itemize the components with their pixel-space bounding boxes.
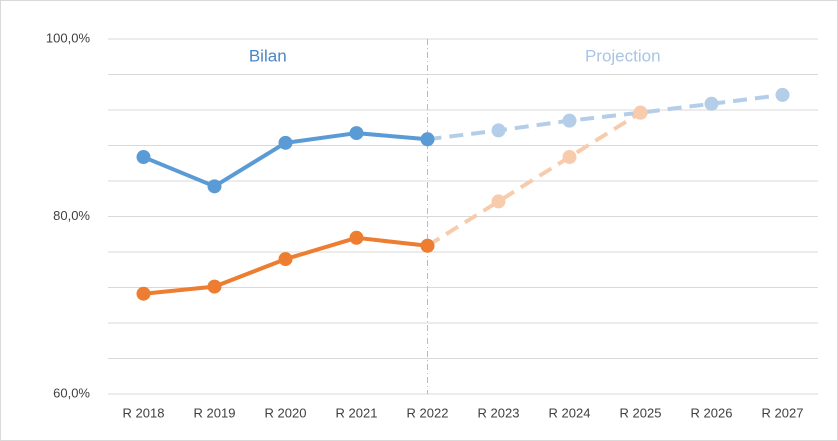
point (420, 132, 435, 147)
y-tick-label: 80,0% (53, 208, 90, 223)
x-tick-label: R 2022 (407, 405, 449, 420)
point (278, 135, 293, 150)
point (491, 194, 506, 209)
x-tick-label: R 2018 (123, 405, 165, 420)
point (420, 238, 435, 253)
point (207, 179, 222, 194)
series-line (427, 92, 783, 142)
x-tick-label: R 2027 (762, 405, 804, 420)
point (207, 279, 222, 294)
x-tick-label: R 2021 (336, 405, 378, 420)
point (349, 126, 364, 141)
x-tick-label: R 2025 (620, 405, 662, 420)
point (278, 252, 293, 267)
point (349, 230, 364, 245)
point (562, 113, 577, 128)
x-tick-label: R 2024 (549, 405, 591, 420)
x-tick-label: R 2026 (691, 405, 733, 420)
x-tick-label: R 2019 (194, 405, 236, 420)
x-tick-label: R 2023 (478, 405, 520, 420)
point (704, 96, 719, 111)
point (562, 150, 577, 165)
point (136, 286, 151, 301)
series-line (426, 110, 642, 248)
y-tick-label: 100,0% (46, 30, 91, 45)
point (775, 87, 790, 102)
annotation: Bilan (249, 46, 287, 65)
point (491, 123, 506, 138)
annotation: Projection (585, 46, 661, 65)
point (136, 150, 151, 165)
y-tick-label: 60,0% (53, 385, 90, 400)
point (633, 105, 648, 120)
x-tick-label: R 2020 (265, 405, 307, 420)
